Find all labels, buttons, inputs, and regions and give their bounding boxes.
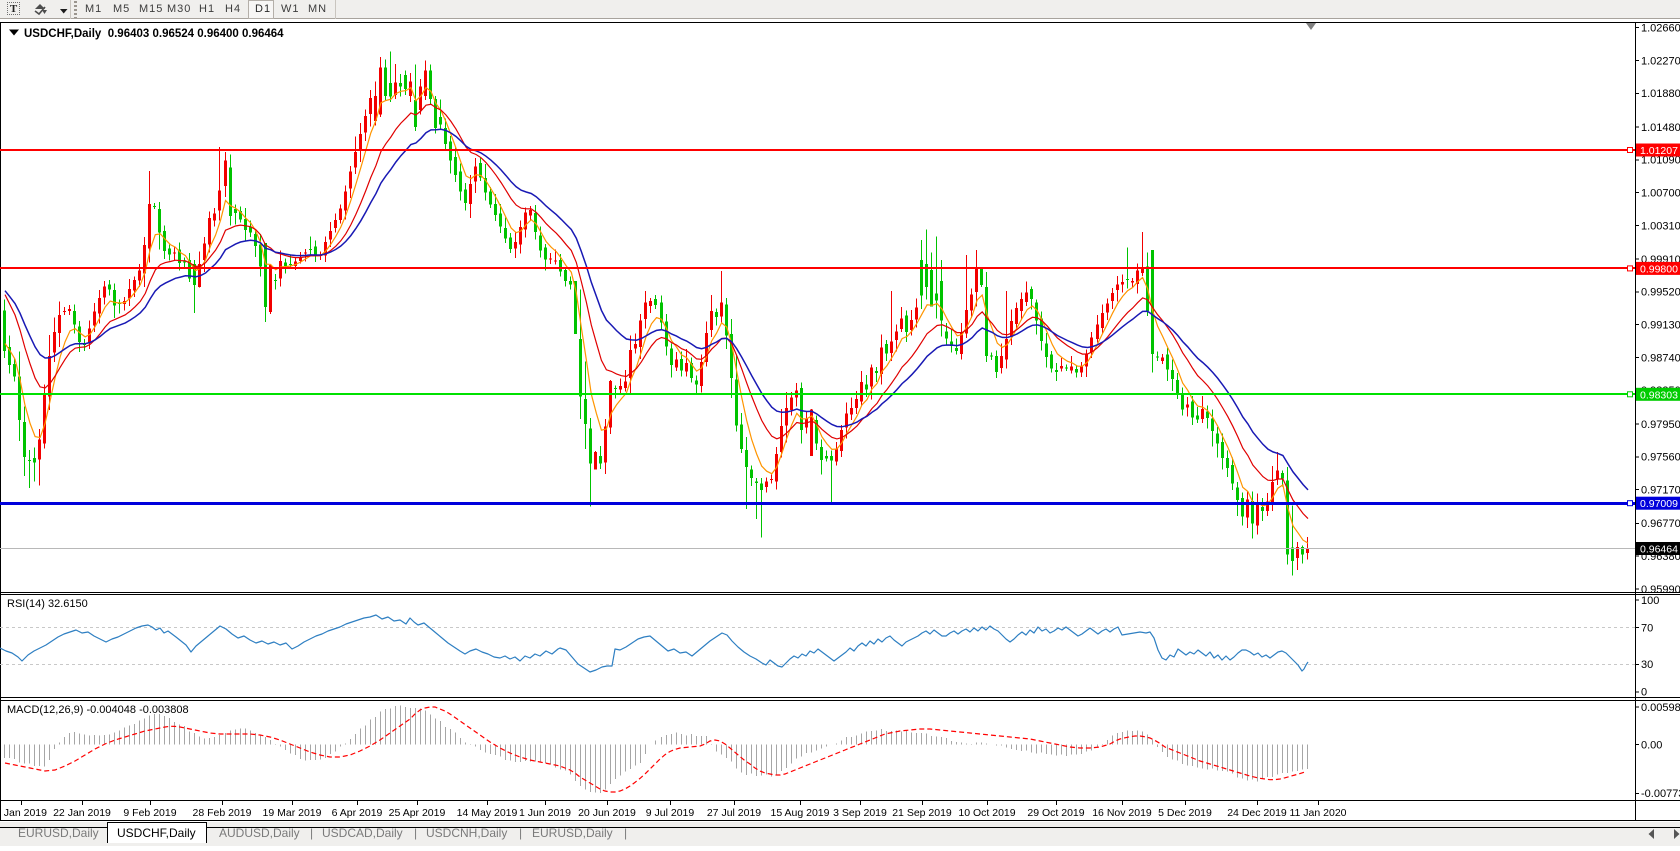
svg-text:15 Aug 2019: 15 Aug 2019 <box>771 807 830 819</box>
svg-text:MACD(12,26,9) -0.004048 -0.003: MACD(12,26,9) -0.004048 -0.003808 <box>7 704 189 716</box>
svg-text:0.97170: 0.97170 <box>1641 485 1680 497</box>
svg-text:1.02660: 1.02660 <box>1641 23 1680 35</box>
svg-text:14 May 2019: 14 May 2019 <box>457 807 518 819</box>
svg-text:20 Jun 2019: 20 Jun 2019 <box>578 807 636 819</box>
svg-text:9 Feb 2019: 9 Feb 2019 <box>123 807 176 819</box>
svg-text:0.00: 0.00 <box>1641 740 1662 752</box>
svg-text:1.01090: 1.01090 <box>1641 155 1680 167</box>
svg-text:100: 100 <box>1641 595 1659 607</box>
svg-text:28 Feb 2019: 28 Feb 2019 <box>193 807 252 819</box>
svg-text:21 Sep 2019: 21 Sep 2019 <box>892 807 952 819</box>
svg-text:16 Nov 2019: 16 Nov 2019 <box>1092 807 1152 819</box>
svg-text:9 Jul 2019: 9 Jul 2019 <box>646 807 695 819</box>
svg-text:-0.007737: -0.007737 <box>1641 788 1680 800</box>
svg-text:29 Oct 2019: 29 Oct 2019 <box>1027 807 1084 819</box>
svg-text:3 Sep 2019: 3 Sep 2019 <box>833 807 887 819</box>
svg-text:24 Dec 2019: 24 Dec 2019 <box>1227 807 1287 819</box>
svg-text:70: 70 <box>1641 622 1653 634</box>
svg-text:0.97560: 0.97560 <box>1641 452 1680 464</box>
svg-text:USDCHF,Daily 0.96403 0.96524: USDCHF,Daily 0.96403 0.96524 0.96400 0.9… <box>24 28 284 40</box>
svg-text:0.98303: 0.98303 <box>1640 389 1678 401</box>
svg-text:0.98740: 0.98740 <box>1641 352 1680 364</box>
svg-text:1 Jun 2019: 1 Jun 2019 <box>519 807 571 819</box>
svg-text:30: 30 <box>1641 659 1653 671</box>
svg-text:0: 0 <box>1641 687 1647 699</box>
svg-text:1.00310: 1.00310 <box>1641 220 1680 232</box>
svg-text:11 Jan 2020: 11 Jan 2020 <box>1289 807 1346 819</box>
svg-text:0.97950: 0.97950 <box>1641 419 1680 431</box>
svg-text:3 Jan 2019: 3 Jan 2019 <box>0 807 47 819</box>
svg-text:0.95990: 0.95990 <box>1641 584 1680 596</box>
svg-text:1.01880: 1.01880 <box>1641 88 1680 100</box>
svg-text:0.005986: 0.005986 <box>1641 702 1680 714</box>
svg-text:1.02270: 1.02270 <box>1641 55 1680 67</box>
svg-text:0.99800: 0.99800 <box>1640 263 1678 275</box>
svg-text:5 Dec 2019: 5 Dec 2019 <box>1158 807 1212 819</box>
svg-text:1.01207: 1.01207 <box>1640 145 1678 157</box>
svg-text:0.99130: 0.99130 <box>1641 320 1680 332</box>
svg-text:22 Jan 2019: 22 Jan 2019 <box>53 807 111 819</box>
svg-text:19 Mar 2019: 19 Mar 2019 <box>263 807 322 819</box>
svg-text:RSI(14) 32.6150: RSI(14) 32.6150 <box>7 598 88 610</box>
svg-text:1.01480: 1.01480 <box>1641 122 1680 134</box>
svg-text:10 Oct 2019: 10 Oct 2019 <box>958 807 1015 819</box>
svg-text:0.99520: 0.99520 <box>1641 287 1680 299</box>
svg-text:1.00700: 1.00700 <box>1641 187 1680 199</box>
svg-text:0.96464: 0.96464 <box>1640 544 1678 556</box>
svg-text:25 Apr 2019: 25 Apr 2019 <box>389 807 446 819</box>
svg-text:6 Apr 2019: 6 Apr 2019 <box>332 807 383 819</box>
svg-text:0.97009: 0.97009 <box>1640 498 1678 510</box>
svg-text:27 Jul 2019: 27 Jul 2019 <box>707 807 761 819</box>
svg-text:0.96770: 0.96770 <box>1641 518 1680 530</box>
